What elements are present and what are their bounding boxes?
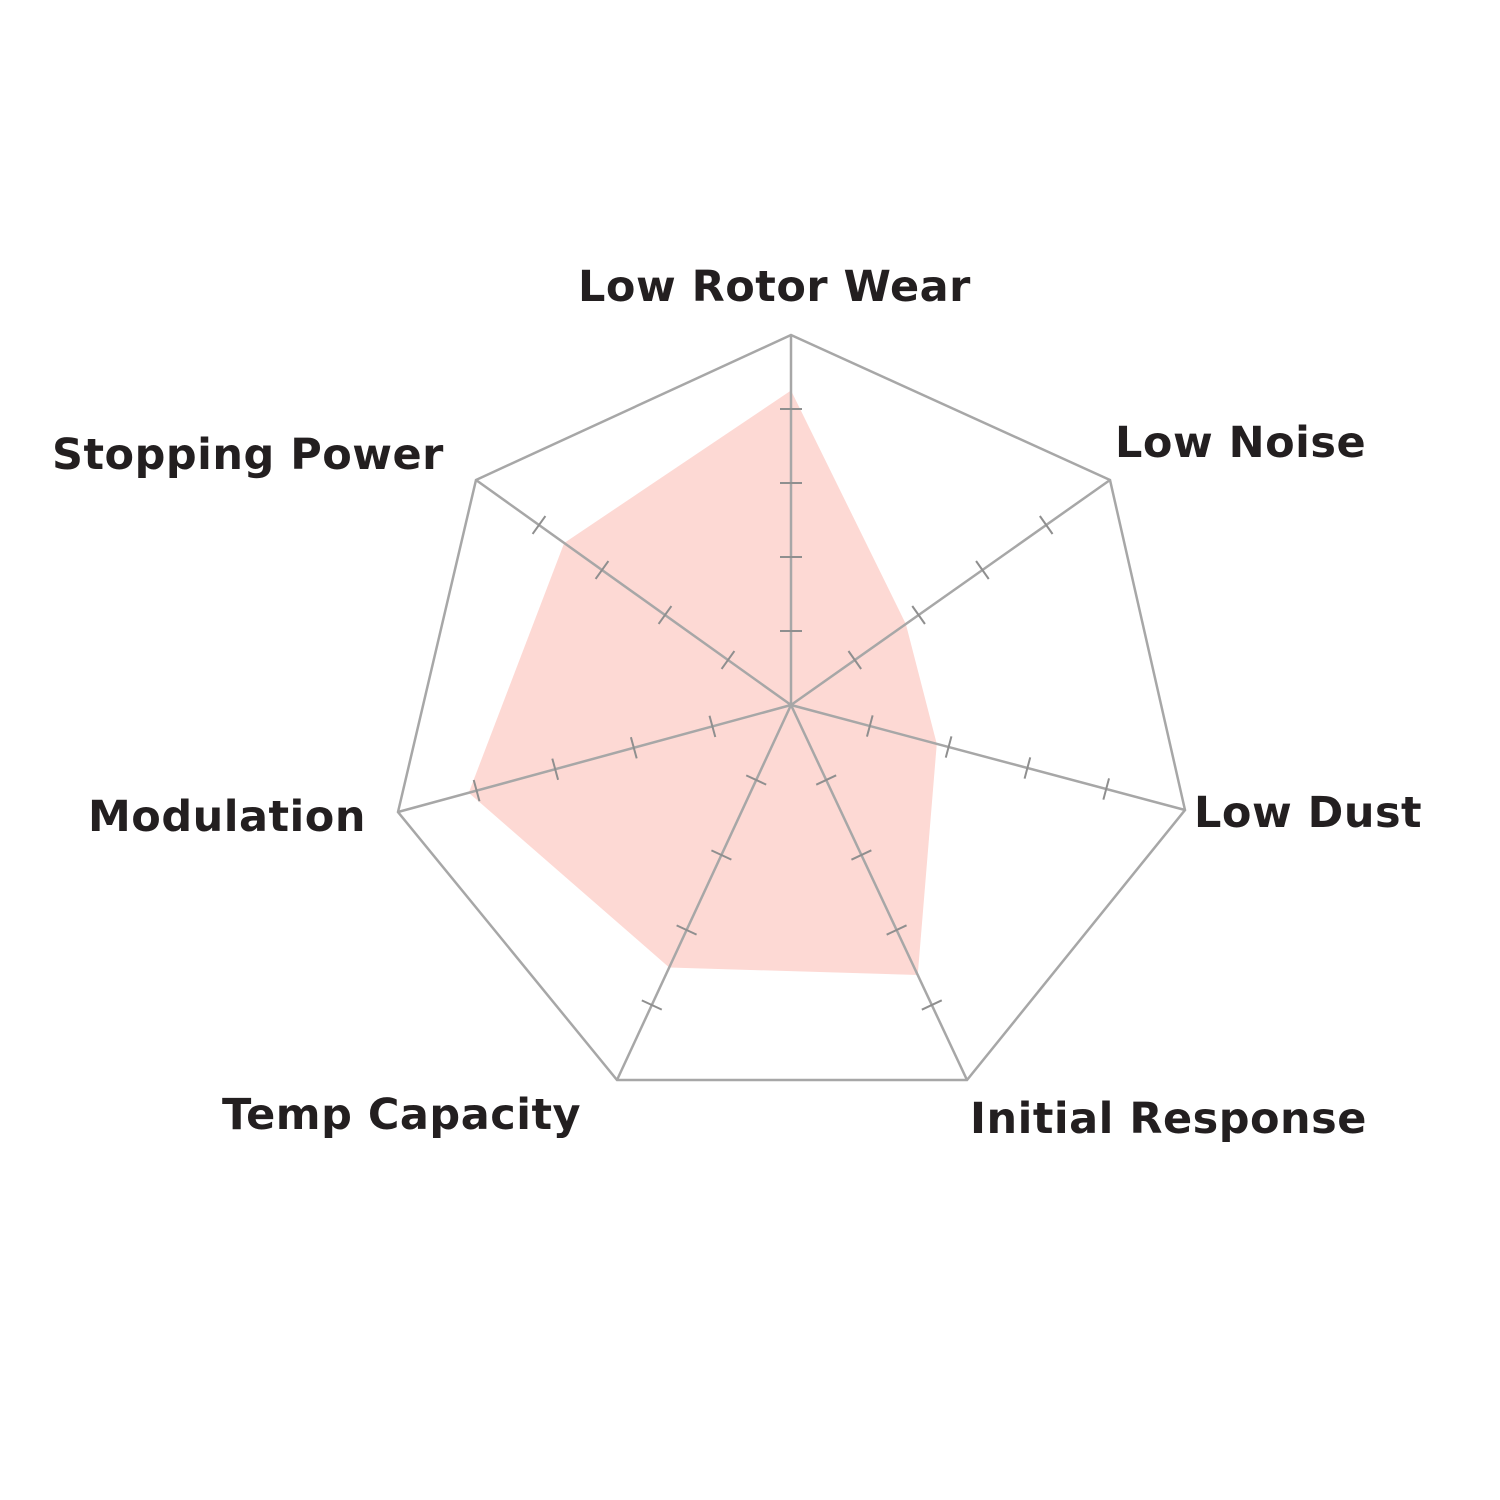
axis-tick xyxy=(676,924,697,936)
axis-tick xyxy=(911,605,926,625)
axis-label-modulation: Modulation xyxy=(88,792,366,842)
axis-tick xyxy=(851,849,872,861)
axis-tick xyxy=(472,779,481,802)
axis-tick xyxy=(815,774,837,786)
axis-tick xyxy=(629,736,638,759)
axis-tick xyxy=(531,515,547,535)
axis-tick xyxy=(708,715,717,738)
axis-tick xyxy=(711,849,732,861)
axis-tick xyxy=(886,924,907,936)
axis-tick xyxy=(847,650,862,670)
axis-tick xyxy=(657,605,673,625)
axis-tick xyxy=(866,715,874,737)
axis-label-temp-capacity: Temp Capacity xyxy=(222,1090,582,1140)
axis-label-low-rotor-wear: Low Rotor Wear xyxy=(578,262,971,312)
axis-tick xyxy=(921,999,943,1011)
axis-tick xyxy=(1023,757,1032,779)
axis-label-low-noise: Low Noise xyxy=(1115,418,1367,468)
axis-label-initial-response: Initial Response xyxy=(970,1094,1367,1144)
axis-tick xyxy=(745,774,767,786)
axis-label-stopping-power: Stopping Power xyxy=(52,430,444,480)
axis-line-4 xyxy=(615,704,793,1081)
axis-line-5 xyxy=(397,703,792,814)
axis-tick xyxy=(551,758,560,781)
axis-line-1 xyxy=(790,478,1111,707)
data-area xyxy=(468,390,937,975)
axis-tick xyxy=(1039,515,1054,535)
axis-tick xyxy=(641,999,663,1011)
axis-label-low-dust: Low Dust xyxy=(1194,788,1423,838)
axis-tick xyxy=(720,650,736,670)
axis-line-6 xyxy=(475,478,792,707)
outer-grid xyxy=(396,333,1187,1082)
axis-tick xyxy=(1102,778,1110,800)
axis-tick xyxy=(975,560,990,580)
axis-tick xyxy=(594,560,610,580)
axis-line-2 xyxy=(790,703,1186,812)
axis-tick xyxy=(944,736,953,758)
axis-line-3 xyxy=(789,704,969,1081)
